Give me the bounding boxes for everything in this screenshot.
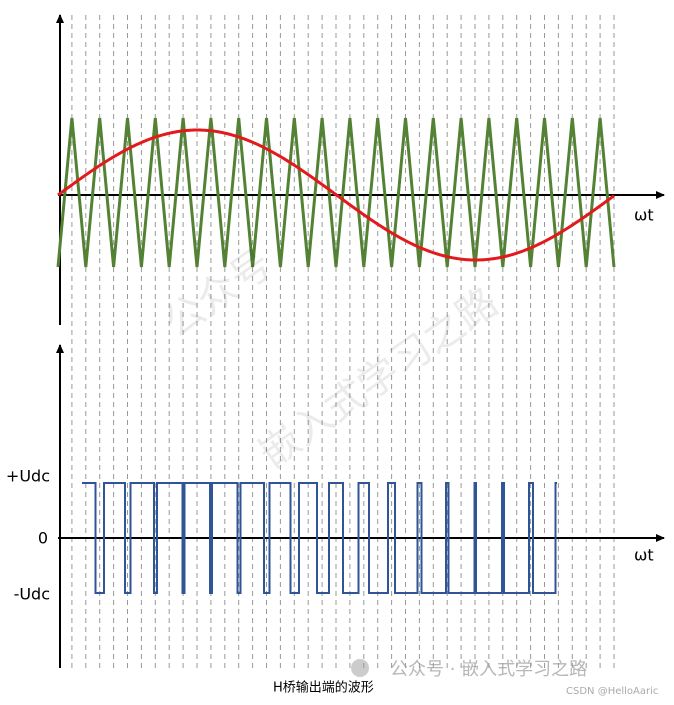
dashed-guides: [71, 15, 615, 668]
wechat-icon: [351, 659, 369, 677]
watermark-footer: 公众号 · 嵌入式学习之路: [390, 659, 587, 680]
pwm-output: [82, 482, 557, 594]
level-label: +Udc: [6, 467, 50, 486]
axis-label: ωt: [634, 546, 654, 565]
modulating-sine: [57, 128, 615, 262]
carrier-triangle: [56, 117, 616, 268]
level-label: 0: [38, 529, 48, 548]
watermark: 公众号: [156, 241, 281, 348]
credit: CSDN @HelloAaric: [566, 686, 658, 697]
axis-label: ωt: [634, 206, 654, 225]
caption: H桥输出端的波形: [273, 680, 374, 696]
level-label: -Udc: [14, 585, 50, 604]
watermark: 嵌入式学习之路: [251, 279, 507, 477]
